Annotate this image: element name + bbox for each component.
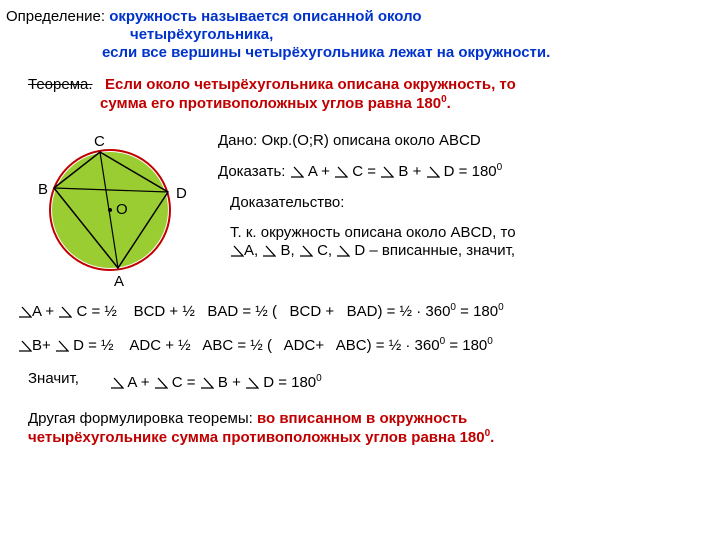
svg-text:A: A [114, 273, 124, 290]
proof-l1: Т. к. окружность описана около ABCD, то [230, 224, 516, 241]
e1g: = 180 [456, 303, 498, 320]
p2a: A, [244, 242, 258, 259]
alt-line2: четырёхугольнике сумма противоположных у… [28, 428, 494, 446]
alt-label: Другая формулировка теоремы: [28, 410, 253, 427]
hence-equation: A + C = B + D = 1800 [110, 373, 322, 391]
svg-text:B: B [38, 181, 48, 198]
hc: C = [172, 374, 196, 391]
angle-icon [262, 245, 276, 257]
e2e: ADC+ [284, 337, 324, 354]
alt-line1: Другая формулировка теоремы: во вписанно… [28, 410, 467, 427]
angle-icon [299, 245, 313, 257]
alt-l2: четырёхугольнике сумма противоположных у… [28, 429, 485, 446]
angle-icon [290, 166, 304, 178]
hence-label: Значит, [28, 370, 79, 387]
angle-icon [336, 245, 350, 257]
p2c: C, [317, 242, 332, 259]
angle-icon [245, 377, 259, 389]
angle-icon [426, 166, 440, 178]
angle-icon [380, 166, 394, 178]
prove-b: B + [398, 163, 421, 180]
svg-text:D: D [176, 185, 187, 202]
e1c: BCD + ½ [134, 303, 195, 320]
angle-icon [230, 245, 244, 257]
hd: D = 180 [263, 374, 316, 391]
e1f: BAD) = ½ · 360 [347, 303, 451, 320]
proof-l2: A, B, C, D – вписанные, значит, [230, 242, 515, 259]
prove-a: A + [308, 163, 330, 180]
prove-d: D = 180 [444, 163, 497, 180]
svg-text:O: O [116, 201, 128, 218]
angle-icon [154, 377, 168, 389]
svg-text:C: C [94, 133, 105, 150]
e1b: C = ½ [76, 303, 116, 320]
e2d: ABC = ½ ( [202, 337, 272, 354]
ha: A + [127, 374, 149, 391]
e2b: D = ½ [73, 337, 113, 354]
e1a: A + [32, 303, 54, 320]
angle-icon [200, 377, 214, 389]
e2c: ADC + ½ [129, 337, 190, 354]
prove-line: Доказать: A + C = B + D = 1800 [218, 162, 502, 180]
given-text: Дано: Окр.(O;R) описана около ABCD [218, 132, 481, 149]
p2d: D – вписанные, значит, [354, 242, 515, 259]
e1e: BCD + [289, 303, 334, 320]
equation-1: A + C = ½ BCD + ½ BAD = ½ ( BCD + BAD) =… [18, 302, 504, 320]
e1d: BAD = ½ ( [207, 303, 277, 320]
prove-c: C = [352, 163, 376, 180]
angle-icon [58, 306, 72, 318]
proof-label: Доказательство: [230, 194, 344, 211]
prove-sup: 0 [497, 162, 503, 173]
hb: B + [218, 374, 241, 391]
angle-icon [55, 340, 69, 352]
equation-2: B+ D = ½ ADC + ½ ABC = ½ ( ADC+ ABC) = ½… [18, 336, 493, 354]
angle-icon [18, 306, 32, 318]
angle-icon [334, 166, 348, 178]
prove-label: Доказать: [218, 163, 285, 180]
e2a: B+ [32, 337, 51, 354]
p2b: B, [281, 242, 295, 259]
alt-l1: во вписанном в окружность [257, 410, 467, 427]
angle-icon [18, 340, 32, 352]
e2f: ABC) = ½ · 360 [336, 337, 440, 354]
angle-icon [110, 377, 124, 389]
e2g: = 180 [445, 337, 487, 354]
